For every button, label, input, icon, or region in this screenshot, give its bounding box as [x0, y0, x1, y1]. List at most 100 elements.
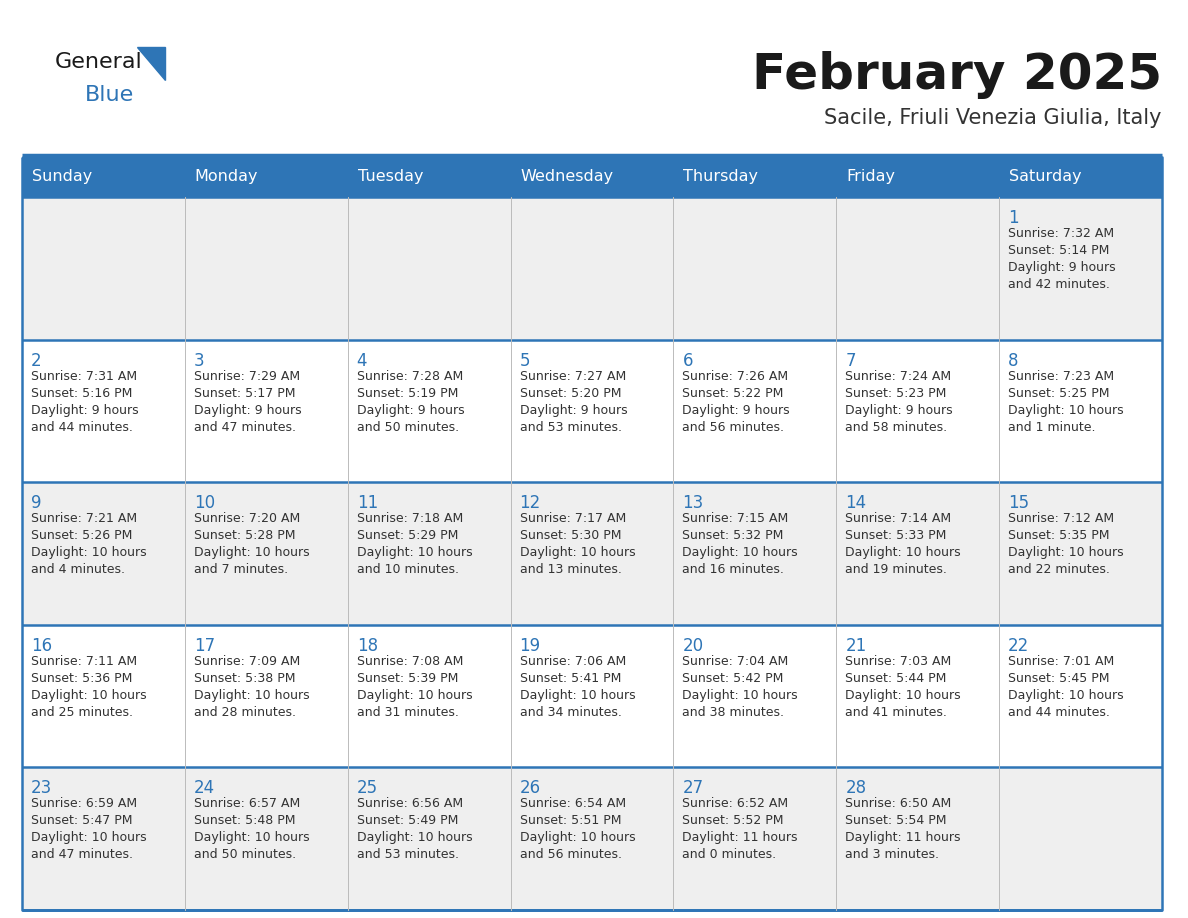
- Text: Daylight: 10 hours: Daylight: 10 hours: [1009, 404, 1124, 417]
- Text: Sunrise: 6:50 AM: Sunrise: 6:50 AM: [846, 798, 952, 811]
- Text: Sacile, Friuli Venezia Giulia, Italy: Sacile, Friuli Venezia Giulia, Italy: [824, 108, 1162, 128]
- Text: Daylight: 10 hours: Daylight: 10 hours: [31, 832, 146, 845]
- Text: Monday: Monday: [195, 170, 258, 185]
- Text: 24: 24: [194, 779, 215, 798]
- Text: 20: 20: [682, 637, 703, 655]
- Text: Sunrise: 7:11 AM: Sunrise: 7:11 AM: [31, 655, 137, 667]
- Text: 22: 22: [1009, 637, 1029, 655]
- Text: and 53 minutes.: and 53 minutes.: [356, 848, 459, 861]
- Text: Sunrise: 7:15 AM: Sunrise: 7:15 AM: [682, 512, 789, 525]
- Text: Sunset: 5:33 PM: Sunset: 5:33 PM: [846, 529, 947, 543]
- Text: and 19 minutes.: and 19 minutes.: [846, 564, 947, 577]
- Text: 5: 5: [519, 352, 530, 370]
- Text: Sunrise: 7:14 AM: Sunrise: 7:14 AM: [846, 512, 952, 525]
- Text: Sunset: 5:14 PM: Sunset: 5:14 PM: [1009, 244, 1110, 257]
- Text: Sunset: 5:30 PM: Sunset: 5:30 PM: [519, 529, 621, 543]
- Text: and 13 minutes.: and 13 minutes.: [519, 564, 621, 577]
- Text: Sunset: 5:22 PM: Sunset: 5:22 PM: [682, 386, 784, 399]
- Text: and 28 minutes.: and 28 minutes.: [194, 706, 296, 719]
- Text: 27: 27: [682, 779, 703, 798]
- Text: Sunset: 5:42 PM: Sunset: 5:42 PM: [682, 672, 784, 685]
- Text: Sunrise: 7:23 AM: Sunrise: 7:23 AM: [1009, 370, 1114, 383]
- Text: Sunset: 5:19 PM: Sunset: 5:19 PM: [356, 386, 459, 399]
- Text: 10: 10: [194, 494, 215, 512]
- Text: Sunset: 5:26 PM: Sunset: 5:26 PM: [31, 529, 132, 543]
- Text: 2: 2: [31, 352, 42, 370]
- Bar: [999, 157, 1162, 197]
- Text: Sunset: 5:44 PM: Sunset: 5:44 PM: [846, 672, 947, 685]
- Text: Daylight: 10 hours: Daylight: 10 hours: [194, 688, 310, 701]
- Text: Sunday: Sunday: [32, 170, 93, 185]
- Text: Sunset: 5:35 PM: Sunset: 5:35 PM: [1009, 529, 1110, 543]
- Text: and 31 minutes.: and 31 minutes.: [356, 706, 459, 719]
- Bar: [23, 197, 1162, 340]
- Text: 3: 3: [194, 352, 204, 370]
- Text: Daylight: 10 hours: Daylight: 10 hours: [1009, 546, 1124, 559]
- Text: Daylight: 10 hours: Daylight: 10 hours: [519, 688, 636, 701]
- Text: Sunset: 5:38 PM: Sunset: 5:38 PM: [194, 672, 296, 685]
- Text: Daylight: 10 hours: Daylight: 10 hours: [519, 546, 636, 559]
- Text: Sunrise: 7:21 AM: Sunrise: 7:21 AM: [31, 512, 137, 525]
- Text: Blue: Blue: [86, 85, 134, 105]
- Text: Daylight: 10 hours: Daylight: 10 hours: [356, 546, 473, 559]
- Text: and 50 minutes.: and 50 minutes.: [194, 848, 296, 861]
- Text: Sunrise: 7:28 AM: Sunrise: 7:28 AM: [356, 370, 463, 383]
- Bar: [23, 767, 1162, 910]
- Bar: [23, 157, 185, 197]
- Text: February 2025: February 2025: [752, 51, 1162, 99]
- Text: and 53 minutes.: and 53 minutes.: [519, 420, 621, 433]
- Text: Sunrise: 7:17 AM: Sunrise: 7:17 AM: [519, 512, 626, 525]
- Text: Sunset: 5:20 PM: Sunset: 5:20 PM: [519, 386, 621, 399]
- Text: Sunrise: 7:27 AM: Sunrise: 7:27 AM: [519, 370, 626, 383]
- Text: and 44 minutes.: and 44 minutes.: [1009, 706, 1110, 719]
- Text: Sunrise: 7:12 AM: Sunrise: 7:12 AM: [1009, 512, 1114, 525]
- Text: Daylight: 10 hours: Daylight: 10 hours: [846, 546, 961, 559]
- Text: Daylight: 10 hours: Daylight: 10 hours: [194, 832, 310, 845]
- Text: Sunset: 5:49 PM: Sunset: 5:49 PM: [356, 814, 459, 827]
- Bar: [23, 625, 1162, 767]
- Text: Daylight: 10 hours: Daylight: 10 hours: [519, 832, 636, 845]
- Text: Sunset: 5:52 PM: Sunset: 5:52 PM: [682, 814, 784, 827]
- Text: Sunrise: 7:29 AM: Sunrise: 7:29 AM: [194, 370, 301, 383]
- Bar: [674, 157, 836, 197]
- Text: Sunrise: 7:31 AM: Sunrise: 7:31 AM: [31, 370, 137, 383]
- Text: Sunrise: 7:24 AM: Sunrise: 7:24 AM: [846, 370, 952, 383]
- Text: and 25 minutes.: and 25 minutes.: [31, 706, 133, 719]
- Text: 26: 26: [519, 779, 541, 798]
- Text: Sunset: 5:23 PM: Sunset: 5:23 PM: [846, 386, 947, 399]
- Text: Sunset: 5:48 PM: Sunset: 5:48 PM: [194, 814, 296, 827]
- Text: Daylight: 9 hours: Daylight: 9 hours: [356, 404, 465, 417]
- Text: 1: 1: [1009, 209, 1019, 227]
- Text: and 38 minutes.: and 38 minutes.: [682, 706, 784, 719]
- Text: 17: 17: [194, 637, 215, 655]
- Text: Sunset: 5:45 PM: Sunset: 5:45 PM: [1009, 672, 1110, 685]
- Text: and 16 minutes.: and 16 minutes.: [682, 564, 784, 577]
- Text: and 44 minutes.: and 44 minutes.: [31, 420, 133, 433]
- Text: and 7 minutes.: and 7 minutes.: [194, 564, 287, 577]
- Text: Sunset: 5:47 PM: Sunset: 5:47 PM: [31, 814, 133, 827]
- Text: Sunset: 5:32 PM: Sunset: 5:32 PM: [682, 529, 784, 543]
- Text: Sunrise: 7:08 AM: Sunrise: 7:08 AM: [356, 655, 463, 667]
- Text: Daylight: 10 hours: Daylight: 10 hours: [31, 688, 146, 701]
- Text: Sunset: 5:29 PM: Sunset: 5:29 PM: [356, 529, 459, 543]
- Text: Sunset: 5:28 PM: Sunset: 5:28 PM: [194, 529, 296, 543]
- Text: and 0 minutes.: and 0 minutes.: [682, 848, 777, 861]
- Text: 19: 19: [519, 637, 541, 655]
- Text: Daylight: 10 hours: Daylight: 10 hours: [356, 688, 473, 701]
- Text: 8: 8: [1009, 352, 1018, 370]
- Bar: [348, 157, 511, 197]
- Text: Thursday: Thursday: [683, 170, 758, 185]
- Text: 4: 4: [356, 352, 367, 370]
- Text: Daylight: 10 hours: Daylight: 10 hours: [356, 832, 473, 845]
- Text: Sunrise: 7:03 AM: Sunrise: 7:03 AM: [846, 655, 952, 667]
- Text: and 42 minutes.: and 42 minutes.: [1009, 278, 1110, 291]
- Text: Daylight: 9 hours: Daylight: 9 hours: [1009, 261, 1116, 274]
- Bar: [185, 157, 348, 197]
- Text: Sunrise: 6:57 AM: Sunrise: 6:57 AM: [194, 798, 301, 811]
- Text: and 47 minutes.: and 47 minutes.: [31, 848, 133, 861]
- Text: and 22 minutes.: and 22 minutes.: [1009, 564, 1110, 577]
- Text: 9: 9: [31, 494, 42, 512]
- Text: Sunrise: 7:06 AM: Sunrise: 7:06 AM: [519, 655, 626, 667]
- Text: Tuesday: Tuesday: [358, 170, 423, 185]
- Text: Daylight: 10 hours: Daylight: 10 hours: [846, 688, 961, 701]
